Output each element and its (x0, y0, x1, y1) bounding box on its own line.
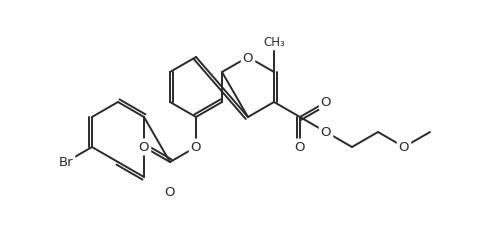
Text: O: O (243, 51, 253, 64)
Text: O: O (399, 141, 409, 154)
Text: O: O (295, 141, 305, 154)
Text: O: O (139, 141, 149, 154)
Text: O: O (165, 186, 175, 199)
Text: O: O (321, 96, 331, 109)
Text: O: O (191, 141, 201, 154)
Text: Br: Br (59, 156, 73, 169)
Text: CH₃: CH₃ (263, 36, 285, 49)
Text: O: O (321, 126, 331, 139)
